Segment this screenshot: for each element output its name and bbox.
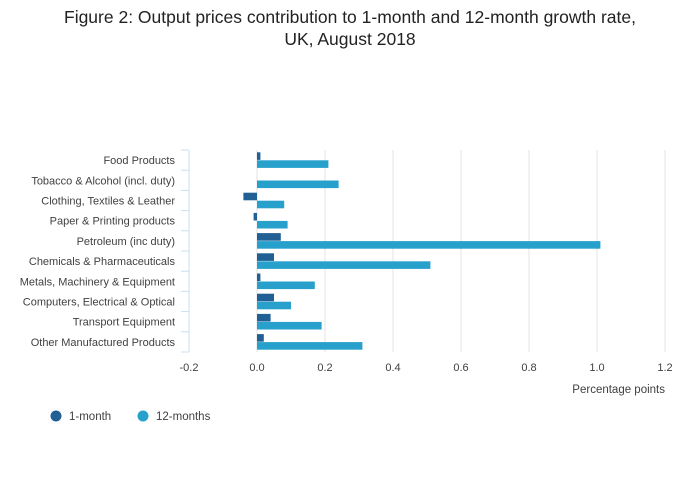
category-axis: Food Products Tobacco & Alcohol (incl. du…	[20, 149, 190, 353]
x-tick-label: 1.2	[657, 362, 672, 374]
bar-12-months	[257, 342, 363, 350]
x-tick-label: 0.0	[249, 362, 264, 374]
x-tick-label: 0.8	[521, 362, 536, 374]
bar-12-months	[257, 241, 601, 249]
bar-12-months	[257, 180, 339, 189]
bar-12-months	[257, 321, 322, 330]
category-label: Computers, Electrical & Optical	[23, 297, 175, 309]
x-tick-label: 0.6	[453, 362, 468, 374]
bar-1-month	[243, 192, 257, 201]
category-label: Tobacco & Alcohol (incl. duty)	[31, 175, 175, 187]
category-label: Other Manufactured Products	[31, 337, 176, 349]
category-label: Chemicals & Pharmaceuticals	[29, 256, 176, 268]
gridlines	[256, 150, 666, 352]
bar-1-month	[257, 253, 274, 261]
bar-1-month	[257, 233, 281, 241]
category-label: Petroleum (inc duty)	[77, 236, 175, 248]
bar-1-month	[253, 212, 257, 221]
legend-marker	[50, 410, 62, 422]
bar-1-month	[257, 313, 271, 322]
value-axis: -0.2 0.0 0.2 0.4 0.6 0.8 1.0 1.2	[180, 362, 673, 374]
legend-marker	[137, 410, 149, 422]
category-label: Food Products	[103, 155, 175, 167]
bar-12-months	[257, 220, 288, 229]
bar-1-month	[257, 293, 274, 302]
chart-title-line-1: Figure 2: Output prices contribution to …	[64, 7, 636, 27]
bar-12-months	[257, 261, 431, 269]
legend: 1-month 12-months	[50, 410, 211, 423]
category-label: Transport Equipment	[73, 317, 175, 329]
legend-label: 12-months	[156, 411, 211, 423]
x-tick-label: 0.2	[317, 362, 332, 374]
bar-1-month	[257, 334, 264, 342]
bar-12-months	[257, 160, 329, 168]
x-axis-title: Percentage points	[572, 384, 665, 396]
category-label: Paper & Printing products	[50, 216, 176, 228]
x-tick-label: -0.2	[180, 362, 199, 374]
chart-title: Figure 2: Output prices contribution to …	[0, 6, 700, 50]
category-label: Metals, Machinery & Equipment	[20, 276, 175, 288]
bars	[243, 152, 601, 350]
bar-12-months	[257, 281, 315, 290]
bar-1-month	[257, 152, 261, 160]
bar-12-months	[257, 301, 291, 310]
bar-1-month	[257, 273, 261, 282]
chart-title-line-2: UK, August 2018	[284, 29, 416, 49]
legend-label: 1-month	[69, 411, 111, 423]
x-tick-label: 0.4	[385, 362, 400, 374]
category-label: Clothing, Textiles & Leather	[41, 196, 175, 208]
bar-12-months	[257, 200, 285, 209]
x-tick-label: 1.0	[589, 362, 604, 374]
